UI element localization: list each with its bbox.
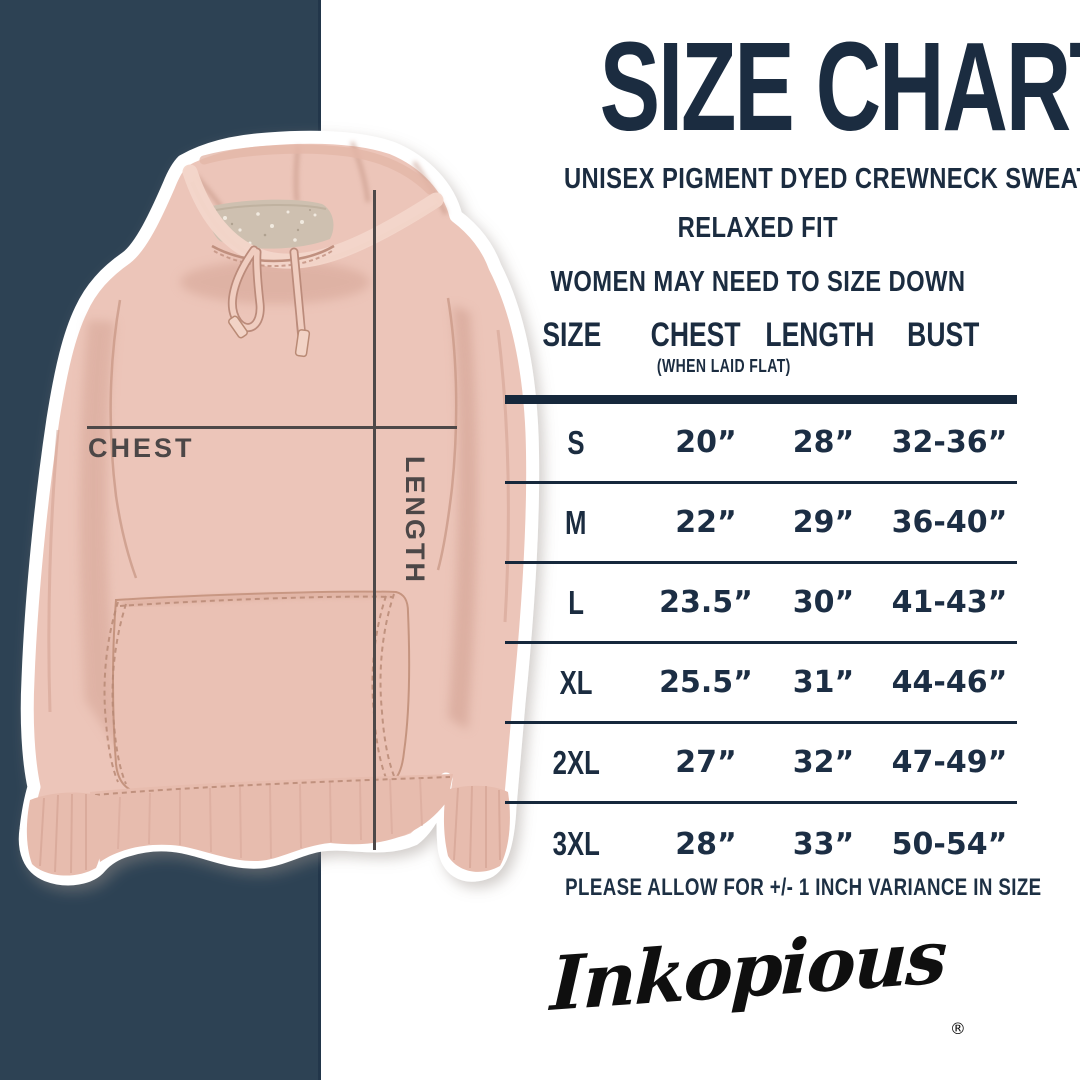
table-header-rule (505, 395, 1017, 404)
column-header-chest: CHEST (WHEN LAID FLAT) (638, 317, 791, 376)
length-measure-label: LENGTH (400, 456, 430, 585)
brand-logo: Inkopious® (498, 914, 1018, 1038)
chest-measure-label: CHEST (88, 433, 195, 463)
kangaroo-pocket (112, 590, 411, 798)
column-header-bust: BUST (907, 316, 980, 354)
right-cuff (443, 785, 510, 872)
subtitle-sizing-advice: WOMEN MAY NEED TO SIZE DOWN (550, 266, 966, 298)
variance-footnote: PLEASE ALLOW FOR +/- 1 INCH VARIANCE IN … (565, 874, 1042, 901)
brand-logo-script: Inkopious (549, 913, 947, 1029)
size-table-body: S 20” 28” 32-36” M 22” 29” 36-40” L 23.5… (505, 404, 1017, 884)
chest-note: (WHEN LAID FLAT) (656, 355, 791, 376)
registered-trademark-icon: ® (949, 1019, 966, 1038)
subtitle-fit: RELAXED FIT (677, 212, 839, 244)
table-row: L 23.5” 30” 41-43” (505, 564, 1017, 644)
hoodie-product-image (18, 130, 540, 886)
length-measure-line (373, 190, 376, 850)
left-cuff (26, 792, 104, 876)
column-header-length: LENGTH (765, 316, 875, 354)
hem-band (90, 774, 453, 862)
column-header-size: SIZE (542, 316, 601, 354)
table-row: M 22” 29” 36-40” (505, 484, 1017, 564)
chest-measure-line (87, 426, 457, 429)
table-row: S 20” 28” 32-36” (505, 404, 1017, 484)
page-title: SIZE CHART (599, 16, 1080, 157)
table-row: 2XL 27” 32” 47-49” (505, 724, 1017, 804)
hood-outer-fold (199, 144, 435, 195)
lining-speckles (223, 210, 317, 245)
size-table-header: SIZE CHEST (WHEN LAID FLAT) LENGTH BUST (505, 316, 1017, 376)
table-row: 3XL 28” 33” 50-54” (552, 825, 1008, 862)
subtitle-product: UNISEX PIGMENT DYED CREWNECK SWEATSHIRT (563, 163, 1080, 195)
hem-ribbing (117, 776, 423, 859)
drawstring-aglet (294, 329, 311, 358)
table-row: XL 25.5” 31” 44-46” (505, 644, 1017, 724)
drawstring-aglet (228, 315, 248, 339)
